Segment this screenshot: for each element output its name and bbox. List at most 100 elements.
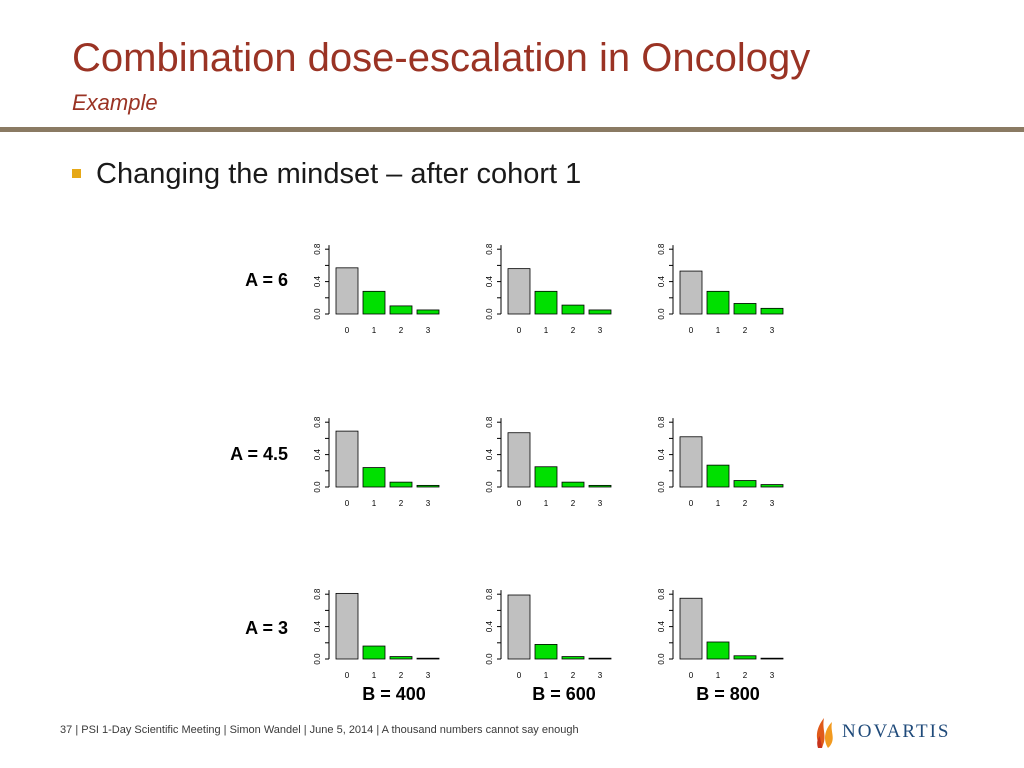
x-tick-label-r0c0: 0	[345, 326, 350, 335]
x-tick-label-r2c1: 0	[517, 671, 522, 680]
row-label-a6: A = 6	[245, 270, 288, 290]
bar-r1c1-1	[534, 466, 558, 488]
row-label-a3: A = 3	[245, 618, 288, 638]
y-tick-label-r1c0: 0.8	[313, 416, 322, 428]
bar-r1c1-3	[588, 484, 612, 488]
x-tick-label-r0c2: 1	[716, 326, 721, 335]
page-number: 37	[60, 724, 73, 736]
bullet-square-icon	[72, 169, 81, 178]
bar-r0c0-1	[362, 290, 386, 315]
x-tick-label-r1c1: 0	[517, 499, 522, 508]
y-tick-label-r2c1: 0.0	[485, 653, 494, 665]
col-label-b800: B = 800	[696, 684, 760, 704]
x-tick-label-r2c2: 3	[770, 671, 775, 680]
bar-r1c2-3	[760, 484, 784, 488]
bar-r2c2-0	[679, 597, 703, 660]
bar-r1c2-2	[733, 480, 757, 488]
x-tick-label-r2c0: 2	[399, 671, 404, 680]
bar-r1c2-1	[706, 464, 730, 488]
y-tick-label-r2c0: 0.8	[313, 588, 322, 600]
x-tick-label-r0c0: 3	[426, 326, 431, 335]
y-tick-label-r1c1: 0.0	[485, 481, 494, 493]
x-tick-label-r1c1: 1	[544, 499, 549, 508]
bar-r2c2-1	[706, 641, 730, 660]
bar-r2c1-0	[507, 594, 531, 660]
bar-r0c0-2	[389, 305, 413, 315]
bar-r2c2-2	[733, 655, 757, 660]
y-tick-label-r0c2: 0.8	[657, 243, 666, 255]
x-tick-label-r0c1: 3	[598, 326, 603, 335]
x-tick-label-r2c1: 3	[598, 671, 603, 680]
x-tick-label-r2c1: 1	[544, 671, 549, 680]
slide-subtitle: Example	[72, 90, 158, 115]
y-tick-label-r2c2: 0.8	[657, 588, 666, 600]
y-tick-label-r2c1: 0.4	[485, 620, 494, 632]
y-tick-label-r2c2: 0.4	[657, 620, 666, 632]
col-label-b400: B = 400	[362, 684, 426, 704]
x-tick-label-r1c2: 0	[689, 499, 694, 508]
x-tick-label-r1c1: 2	[571, 499, 576, 508]
slide-title: Combination dose-escalation in Oncology	[72, 36, 811, 80]
bar-r0c1-1	[534, 290, 558, 315]
y-tick-label-r1c1: 0.8	[485, 416, 494, 428]
x-tick-label-r2c0: 3	[426, 671, 431, 680]
row-label-a45: A = 4.5	[230, 444, 288, 464]
y-tick-label-r0c2: 0.0	[657, 308, 666, 320]
bar-r1c0-0	[335, 430, 359, 488]
x-tick-label-r0c0: 1	[372, 326, 377, 335]
bar-r2c0-1	[362, 645, 386, 660]
bar-r0c1-3	[588, 309, 612, 315]
x-tick-label-r1c0: 3	[426, 499, 431, 508]
y-tick-label-r1c2: 0.8	[657, 416, 666, 428]
y-tick-label-r1c0: 0.4	[313, 448, 322, 460]
bar-r0c1-2	[561, 304, 585, 315]
y-tick-label-r0c0: 0.0	[313, 308, 322, 320]
y-tick-label-r0c2: 0.4	[657, 275, 666, 287]
x-tick-label-r0c2: 3	[770, 326, 775, 335]
bar-r1c2-0	[679, 436, 703, 488]
y-tick-label-r2c0: 0.0	[313, 653, 322, 665]
y-tick-label-r0c1: 0.0	[485, 308, 494, 320]
x-tick-label-r2c2: 2	[743, 671, 748, 680]
x-tick-label-r1c0: 1	[372, 499, 377, 508]
x-tick-label-r2c2: 0	[689, 671, 694, 680]
footer: 37 | PSI 1-Day Scientific Meeting | Simo…	[60, 725, 579, 736]
bar-r0c1-0	[507, 268, 531, 315]
footer-text: | PSI 1-Day Scientific Meeting | Simon W…	[75, 724, 579, 736]
x-tick-label-r1c2: 1	[716, 499, 721, 508]
bar-r0c0-3	[416, 309, 440, 315]
bar-r0c0-0	[335, 267, 359, 315]
novartis-flame-icon	[816, 718, 833, 748]
bar-r2c1-3	[588, 657, 612, 660]
bar-r2c1-1	[534, 644, 558, 660]
x-tick-label-r0c2: 0	[689, 326, 694, 335]
bullet-text: Changing the mindset – after cohort 1	[96, 158, 582, 190]
x-tick-label-r1c2: 2	[743, 499, 748, 508]
x-tick-label-r1c2: 3	[770, 499, 775, 508]
x-tick-label-r2c1: 2	[571, 671, 576, 680]
y-tick-label-r0c0: 0.8	[313, 243, 322, 255]
bar-r2c2-3	[760, 657, 784, 660]
bar-r2c1-2	[561, 656, 585, 660]
logo-text: NOVARTIS	[842, 721, 951, 742]
y-tick-label-r0c1: 0.8	[485, 243, 494, 255]
x-tick-label-r0c2: 2	[743, 326, 748, 335]
x-tick-label-r2c2: 1	[716, 671, 721, 680]
x-tick-label-r1c0: 0	[345, 499, 350, 508]
bar-r0c2-1	[706, 290, 730, 315]
bar-r1c0-3	[416, 484, 440, 488]
bar-r1c0-1	[362, 467, 386, 488]
bar-r0c2-3	[760, 307, 784, 315]
x-tick-label-r2c0: 1	[372, 671, 377, 680]
y-tick-label-r1c0: 0.0	[313, 481, 322, 493]
bar-r0c2-2	[733, 303, 757, 315]
y-tick-label-r2c1: 0.8	[485, 588, 494, 600]
col-label-b600: B = 600	[532, 684, 596, 704]
x-tick-label-r0c1: 1	[544, 326, 549, 335]
x-tick-label-r1c1: 3	[598, 499, 603, 508]
y-tick-label-r0c1: 0.4	[485, 275, 494, 287]
y-tick-label-r1c2: 0.0	[657, 481, 666, 493]
x-tick-label-r0c0: 2	[399, 326, 404, 335]
y-tick-label-r1c1: 0.4	[485, 448, 494, 460]
